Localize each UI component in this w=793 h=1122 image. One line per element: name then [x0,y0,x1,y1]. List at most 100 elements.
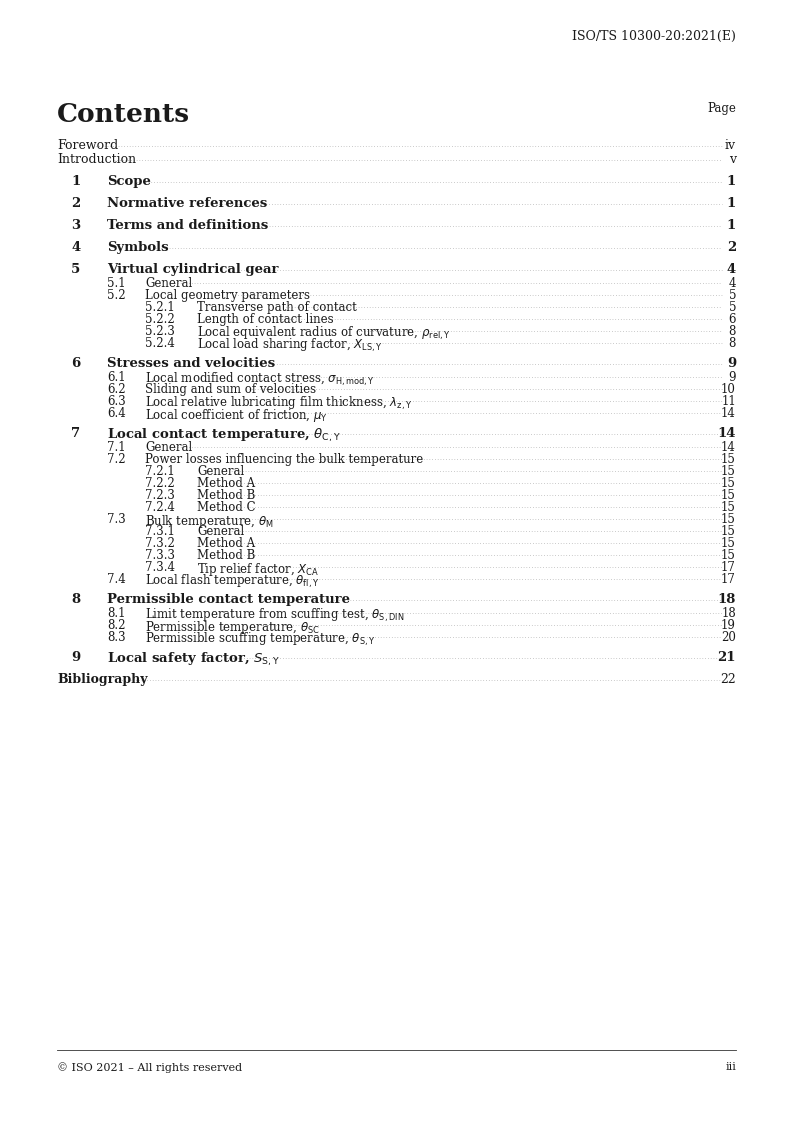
Text: 15: 15 [721,489,736,502]
Text: Contents: Contents [57,102,190,127]
Text: 17: 17 [721,573,736,586]
Text: 5.1: 5.1 [107,277,125,289]
Text: 7.2.3: 7.2.3 [145,489,175,502]
Text: Bibliography: Bibliography [57,673,147,686]
Text: 7.3.4: 7.3.4 [145,561,175,574]
Text: General: General [197,465,244,478]
Text: 10: 10 [721,383,736,396]
Text: 9: 9 [726,357,736,370]
Text: ISO/TS 10300-20:2021(E): ISO/TS 10300-20:2021(E) [572,30,736,43]
Text: 6: 6 [729,313,736,327]
Text: 9: 9 [71,651,80,664]
Text: Local relative lubricating film thickness, $\lambda_{\mathrm{z,Y}}$: Local relative lubricating film thicknes… [145,395,412,412]
Text: 7.2.1: 7.2.1 [145,465,174,478]
Text: 9: 9 [729,371,736,384]
Text: 5.2.2: 5.2.2 [145,313,174,327]
Text: Local geometry parameters: Local geometry parameters [145,289,310,302]
Text: Method A: Method A [197,537,255,550]
Text: 14: 14 [721,441,736,454]
Text: 15: 15 [721,465,736,478]
Text: 7.3.1: 7.3.1 [145,525,175,539]
Text: Method C: Method C [197,502,255,514]
Text: 11: 11 [722,395,736,408]
Text: Power losses influencing the bulk temperature: Power losses influencing the bulk temper… [145,453,423,466]
Text: Method B: Method B [197,489,255,502]
Text: 6.1: 6.1 [107,371,125,384]
Text: 19: 19 [721,619,736,632]
Text: 21: 21 [718,651,736,664]
Text: 14: 14 [718,427,736,440]
Text: Virtual cylindrical gear: Virtual cylindrical gear [107,263,278,276]
Text: 15: 15 [721,525,736,539]
Text: 2: 2 [71,197,80,210]
Text: 1: 1 [726,197,736,210]
Text: 8: 8 [729,337,736,350]
Text: 1: 1 [71,175,80,188]
Text: 5: 5 [71,263,80,276]
Text: 6.2: 6.2 [107,383,125,396]
Text: 15: 15 [721,477,736,490]
Text: 7.4: 7.4 [107,573,126,586]
Text: 5.2.3: 5.2.3 [145,325,175,338]
Text: 1: 1 [726,219,736,232]
Text: 1: 1 [726,175,736,188]
Text: iii: iii [725,1063,736,1072]
Text: Method B: Method B [197,549,255,562]
Text: 4: 4 [71,241,80,254]
Text: Transverse path of contact: Transverse path of contact [197,301,357,314]
Text: 15: 15 [721,453,736,466]
Text: 5.2.4: 5.2.4 [145,337,175,350]
Text: 7.3: 7.3 [107,513,126,526]
Text: 7.3.2: 7.3.2 [145,537,175,550]
Text: Local modified contact stress, $\sigma_{\mathrm{H,mod,Y}}$: Local modified contact stress, $\sigma_{… [145,371,375,388]
Text: Permissible scuffing temperature, $\theta_{\mathrm{S,Y}}$: Permissible scuffing temperature, $\thet… [145,631,376,649]
Text: 15: 15 [721,537,736,550]
Text: Local flash temperature, $\theta_{\mathrm{fl,Y}}$: Local flash temperature, $\theta_{\mathr… [145,573,320,590]
Text: 8: 8 [71,594,80,606]
Text: Scope: Scope [107,175,151,188]
Text: 8.1: 8.1 [107,607,125,620]
Text: 15: 15 [721,502,736,514]
Text: 7.1: 7.1 [107,441,125,454]
Text: 17: 17 [721,561,736,574]
Text: Terms and definitions: Terms and definitions [107,219,268,232]
Text: 18: 18 [718,594,736,606]
Text: General: General [145,441,192,454]
Text: 8.2: 8.2 [107,619,125,632]
Text: Permissible contact temperature: Permissible contact temperature [107,594,350,606]
Text: Normative references: Normative references [107,197,267,210]
Text: iv: iv [725,139,736,151]
Text: 7.3.3: 7.3.3 [145,549,175,562]
Text: 3: 3 [71,219,80,232]
Text: 6: 6 [71,357,80,370]
Text: Foreword: Foreword [57,139,118,151]
Text: Bulk temperature, $\theta_{\mathrm{M}}$: Bulk temperature, $\theta_{\mathrm{M}}$ [145,513,274,530]
Text: 18: 18 [722,607,736,620]
Text: © ISO 2021 – All rights reserved: © ISO 2021 – All rights reserved [57,1063,242,1073]
Text: Sliding and sum of velocities: Sliding and sum of velocities [145,383,316,396]
Text: 5: 5 [729,301,736,314]
Text: Tip relief factor, $X_{\mathrm{CA}}$: Tip relief factor, $X_{\mathrm{CA}}$ [197,561,319,578]
Text: Local load sharing factor, $X_{\mathrm{LS,Y}}$: Local load sharing factor, $X_{\mathrm{L… [197,337,383,355]
Text: Symbols: Symbols [107,241,169,254]
Text: Permissible temperature, $\theta_{\mathrm{SC}}$: Permissible temperature, $\theta_{\mathr… [145,619,320,636]
Text: Method A: Method A [197,477,255,490]
Text: 8.3: 8.3 [107,631,125,644]
Text: 15: 15 [721,549,736,562]
Text: 20: 20 [721,631,736,644]
Text: 15: 15 [721,513,736,526]
Text: General: General [145,277,192,289]
Text: 5.2.1: 5.2.1 [145,301,174,314]
Text: Length of contact lines: Length of contact lines [197,313,334,327]
Text: 7.2.4: 7.2.4 [145,502,175,514]
Text: 7: 7 [71,427,80,440]
Text: Page: Page [707,102,736,114]
Text: 22: 22 [720,673,736,686]
Text: Stresses and velocities: Stresses and velocities [107,357,275,370]
Text: Local safety factor, $S_{\mathrm{S,Y}}$: Local safety factor, $S_{\mathrm{S,Y}}$ [107,651,280,669]
Text: v: v [729,153,736,166]
Text: 7.2.2: 7.2.2 [145,477,174,490]
Text: 6.3: 6.3 [107,395,126,408]
Text: General: General [197,525,244,539]
Text: 5.2: 5.2 [107,289,125,302]
